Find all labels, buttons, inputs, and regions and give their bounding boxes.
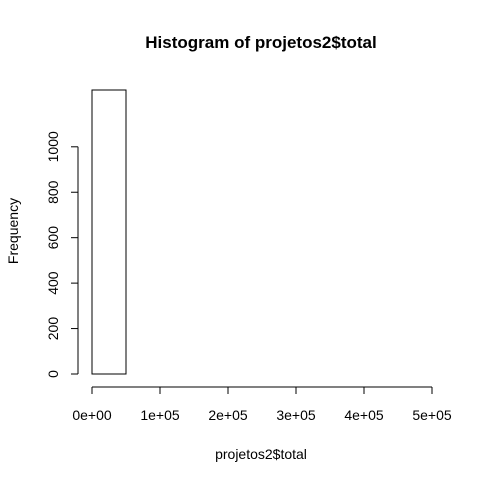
x-tick-label: 1e+05 (140, 407, 180, 423)
y-tick-label: 1000 (45, 131, 61, 162)
y-axis-label: Frequency (5, 198, 21, 264)
y-tick-label: 600 (45, 226, 61, 250)
y-tick-label: 200 (45, 317, 61, 341)
histogram-bars (91, 89, 127, 375)
x-axis: 0e+00 1e+05 2e+05 3e+05 4e+05 5e+05 (72, 386, 452, 423)
x-tick-label: 5e+05 (412, 407, 452, 423)
histogram-bar (91, 89, 127, 375)
x-axis-label: projetos2$total (215, 446, 307, 462)
y-tick-label: 400 (45, 271, 61, 295)
y-axis: 0 200 400 600 800 1000 (45, 131, 79, 378)
chart-title: Histogram of projetos2$total (145, 33, 376, 52)
y-tick-label: 800 (45, 180, 61, 204)
x-tick-label: 3e+05 (276, 407, 316, 423)
y-tick-label: 0 (45, 370, 61, 378)
x-tick-label: 0e+00 (72, 407, 112, 423)
x-tick-label: 4e+05 (344, 407, 384, 423)
x-tick-label: 2e+05 (208, 407, 248, 423)
